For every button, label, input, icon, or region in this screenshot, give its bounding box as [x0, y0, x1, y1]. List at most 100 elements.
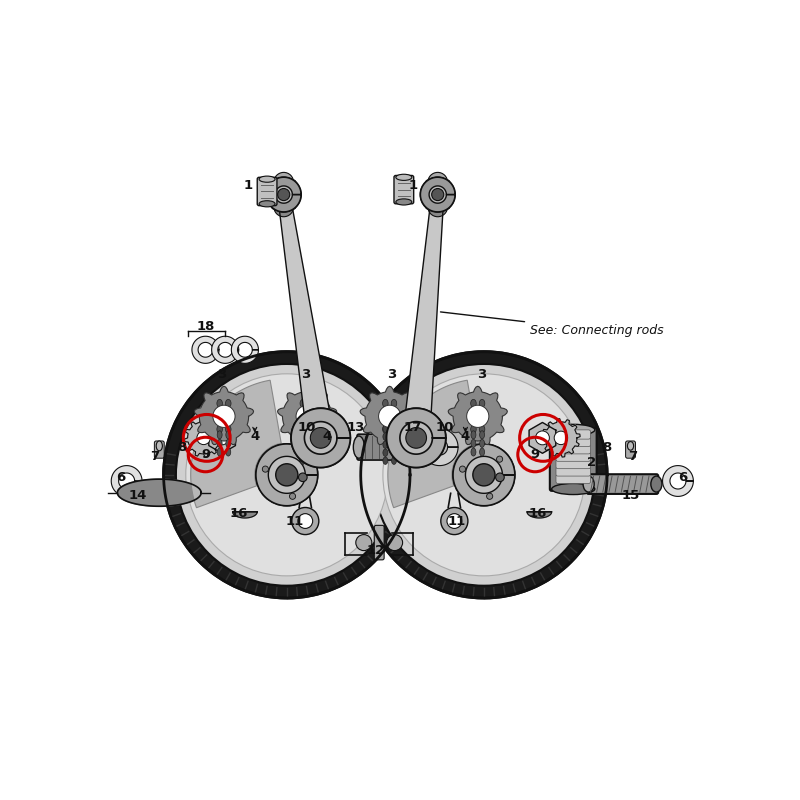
Text: 7: 7 [629, 450, 638, 463]
Text: 12: 12 [367, 544, 386, 557]
Circle shape [386, 534, 402, 550]
Polygon shape [448, 386, 507, 445]
Circle shape [215, 431, 229, 445]
Polygon shape [185, 418, 223, 457]
Ellipse shape [226, 448, 230, 456]
Circle shape [186, 374, 388, 576]
Ellipse shape [471, 448, 476, 456]
Ellipse shape [156, 441, 162, 451]
FancyBboxPatch shape [154, 441, 164, 458]
Circle shape [310, 427, 331, 448]
Ellipse shape [382, 399, 388, 407]
Text: 3: 3 [218, 368, 226, 381]
Ellipse shape [391, 449, 397, 456]
Ellipse shape [300, 449, 306, 456]
Ellipse shape [309, 449, 314, 456]
Circle shape [278, 189, 290, 201]
Ellipse shape [471, 430, 476, 439]
Ellipse shape [383, 441, 388, 448]
Circle shape [386, 408, 446, 467]
Ellipse shape [226, 439, 230, 447]
Polygon shape [386, 408, 446, 467]
Ellipse shape [470, 408, 476, 416]
Text: 10: 10 [298, 421, 316, 434]
Polygon shape [453, 444, 514, 506]
Polygon shape [209, 422, 235, 454]
Ellipse shape [471, 439, 476, 447]
Polygon shape [278, 386, 337, 445]
Ellipse shape [552, 483, 594, 494]
FancyBboxPatch shape [426, 180, 450, 209]
Circle shape [453, 444, 514, 506]
Circle shape [176, 364, 398, 586]
Circle shape [466, 406, 489, 427]
Ellipse shape [217, 439, 222, 447]
Ellipse shape [259, 201, 275, 207]
Ellipse shape [383, 457, 388, 464]
Circle shape [274, 172, 294, 192]
Ellipse shape [479, 417, 485, 425]
Text: 9: 9 [530, 448, 540, 461]
Ellipse shape [300, 417, 306, 425]
Circle shape [163, 352, 410, 598]
Polygon shape [360, 386, 419, 445]
Ellipse shape [354, 436, 365, 458]
Ellipse shape [259, 176, 275, 182]
Ellipse shape [309, 433, 314, 440]
Ellipse shape [383, 449, 388, 456]
Text: See: Connecting rods: See: Connecting rods [441, 312, 664, 337]
FancyBboxPatch shape [550, 428, 597, 491]
Ellipse shape [479, 408, 485, 416]
Text: 13: 13 [346, 421, 365, 434]
Ellipse shape [552, 424, 594, 435]
Ellipse shape [217, 426, 222, 434]
Circle shape [554, 431, 568, 445]
Polygon shape [256, 444, 318, 506]
Text: 3: 3 [301, 368, 310, 381]
FancyBboxPatch shape [556, 474, 590, 483]
Text: 11: 11 [447, 514, 466, 527]
Ellipse shape [300, 426, 306, 434]
Ellipse shape [391, 441, 397, 448]
Text: 6: 6 [678, 471, 687, 485]
Polygon shape [194, 386, 254, 445]
Ellipse shape [226, 426, 231, 434]
Ellipse shape [217, 399, 222, 407]
Polygon shape [542, 418, 580, 457]
Circle shape [298, 473, 307, 482]
FancyBboxPatch shape [374, 526, 384, 560]
Text: 16: 16 [230, 507, 248, 520]
Polygon shape [266, 178, 301, 212]
Ellipse shape [480, 430, 485, 439]
Text: 9: 9 [201, 448, 210, 461]
Text: 10: 10 [435, 421, 454, 434]
Text: 17: 17 [404, 421, 422, 434]
Ellipse shape [479, 426, 485, 434]
Circle shape [276, 464, 298, 486]
Text: 18: 18 [196, 321, 214, 334]
Ellipse shape [309, 399, 314, 407]
Ellipse shape [400, 436, 411, 458]
Ellipse shape [217, 430, 222, 439]
FancyBboxPatch shape [272, 180, 295, 209]
Ellipse shape [217, 448, 222, 456]
Ellipse shape [226, 399, 231, 407]
Circle shape [473, 464, 495, 486]
Ellipse shape [470, 417, 476, 425]
Polygon shape [529, 422, 556, 454]
Polygon shape [231, 336, 258, 363]
FancyBboxPatch shape [556, 438, 590, 446]
Ellipse shape [217, 417, 222, 425]
Ellipse shape [627, 442, 634, 450]
Circle shape [378, 406, 401, 427]
Ellipse shape [391, 425, 397, 432]
Text: 14: 14 [129, 489, 147, 502]
Polygon shape [421, 429, 458, 466]
Text: 15: 15 [622, 489, 640, 502]
Circle shape [459, 466, 466, 472]
Ellipse shape [226, 430, 230, 439]
Circle shape [274, 197, 294, 217]
Ellipse shape [226, 417, 231, 425]
Circle shape [441, 507, 468, 534]
FancyBboxPatch shape [556, 459, 590, 469]
